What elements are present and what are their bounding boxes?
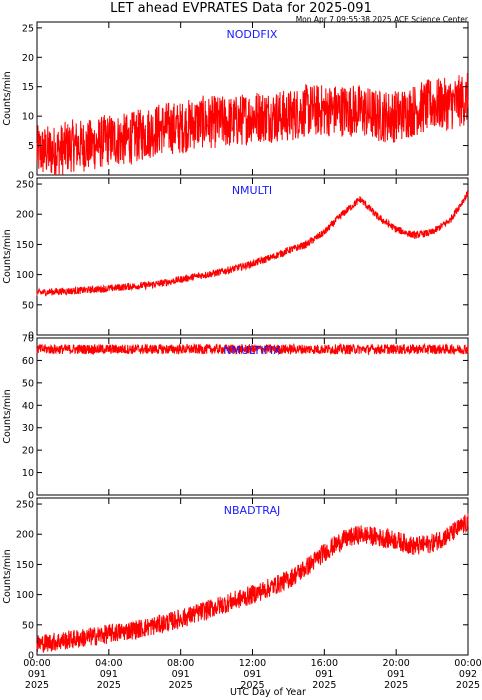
y-tick-label: 15	[22, 82, 34, 93]
x-tick-label: 2025	[169, 680, 193, 691]
panel-1: 0 50 100 150 200 250 Counts/min NMULTI	[2, 177, 469, 342]
series-line-1-0	[36, 190, 469, 297]
x-tick-label: 04:00	[95, 658, 122, 669]
y-tick-label: 200	[16, 210, 34, 221]
y-tick-label: 0	[28, 331, 34, 342]
y-tick-label: 0	[28, 651, 34, 662]
series-line-0-0	[36, 72, 469, 176]
y-tick-label: 250	[16, 500, 34, 511]
x-tick-label: 08:00	[167, 658, 194, 669]
x-axis: 00:00091202504:00091202508:00091202512:0…	[23, 658, 481, 691]
x-tick-label: 091	[100, 669, 118, 680]
y-tick-label: 150	[16, 240, 34, 251]
y-tick-label: 50	[22, 620, 34, 631]
y-tick-label: 250	[16, 180, 34, 191]
y-axis-label: Counts/min	[2, 71, 13, 125]
x-tick-label: 091	[315, 669, 333, 680]
x-tick-label: 2025	[25, 680, 49, 691]
y-tick-label: 50	[22, 378, 34, 389]
y-tick-label: 0	[28, 491, 34, 502]
x-tick-label: 00:00	[454, 658, 481, 669]
x-tick-label: 2025	[312, 680, 336, 691]
panel-label: NBADTRAJ	[224, 504, 280, 517]
y-tick-label: 40	[22, 401, 34, 412]
x-tick-label: 12:00	[239, 658, 266, 669]
x-tick-label: 091	[243, 669, 261, 680]
x-tick-label: 091	[172, 669, 190, 680]
y-tick-label: 10	[22, 112, 34, 123]
panel-3: 0 50 100 150 200 250 Counts/min NBADTRAJ	[2, 497, 469, 662]
panel-label: NODDFIX	[227, 28, 278, 41]
y-axis-label: Counts/min	[2, 229, 13, 283]
panel-frame	[36, 337, 469, 496]
x-tick-label: 091	[28, 669, 46, 680]
x-axis-label: UTC Day of Year	[230, 687, 306, 698]
y-tick-label: 5	[28, 141, 34, 152]
y-tick-label: 200	[16, 530, 34, 541]
y-axis-label: Counts/min	[2, 389, 13, 443]
x-tick-label: 00:00	[23, 658, 50, 669]
y-tick-label: 0	[28, 171, 34, 182]
x-tick-label: 16:00	[311, 658, 338, 669]
y-tick-label: 25	[22, 23, 34, 34]
y-axis-label: Counts/min	[2, 549, 13, 603]
y-tick-label: 10	[22, 468, 34, 479]
y-tick-label: 150	[16, 560, 34, 571]
chart-title: LET ahead EVPRATES Data for 2025-091	[110, 1, 372, 16]
y-tick-label: 100	[16, 270, 34, 281]
panel-label: NMULTI	[232, 184, 272, 197]
y-tick-label: 100	[16, 590, 34, 601]
series-line-2-0	[36, 342, 469, 356]
panel-0: 0 5 10 15 20 25 Counts/min NODDFIX	[2, 21, 469, 182]
panel-label: NMULTIFIX	[223, 344, 281, 357]
panel-frame	[36, 177, 469, 336]
x-tick-label: 2025	[240, 680, 264, 691]
y-tick-label: 50	[22, 300, 34, 311]
y-tick-label: 70	[22, 334, 34, 345]
x-tick-label: 091	[387, 669, 405, 680]
x-tick-label: 2025	[456, 680, 480, 691]
y-tick-label: 20	[22, 53, 34, 64]
panels: 0510152025Counts/minNODDFIX0501001502002…	[2, 21, 469, 662]
x-tick-label: 2025	[384, 680, 408, 691]
series-line-3-0	[36, 513, 469, 653]
y-tick-label: 30	[22, 423, 34, 434]
x-tick-label: 20:00	[382, 658, 409, 669]
y-tick-label: 60	[22, 356, 34, 367]
timestamp: Mon Apr 7 09:55:38 2025 ACE Science Cent…	[296, 15, 469, 24]
panel-2: 0 10 20 30 40 50 60 70 Counts/min NMULTIFIX	[2, 334, 469, 502]
x-tick-label: 092	[459, 669, 477, 680]
x-tick-label: 2025	[97, 680, 121, 691]
y-tick-label: 20	[22, 446, 34, 457]
